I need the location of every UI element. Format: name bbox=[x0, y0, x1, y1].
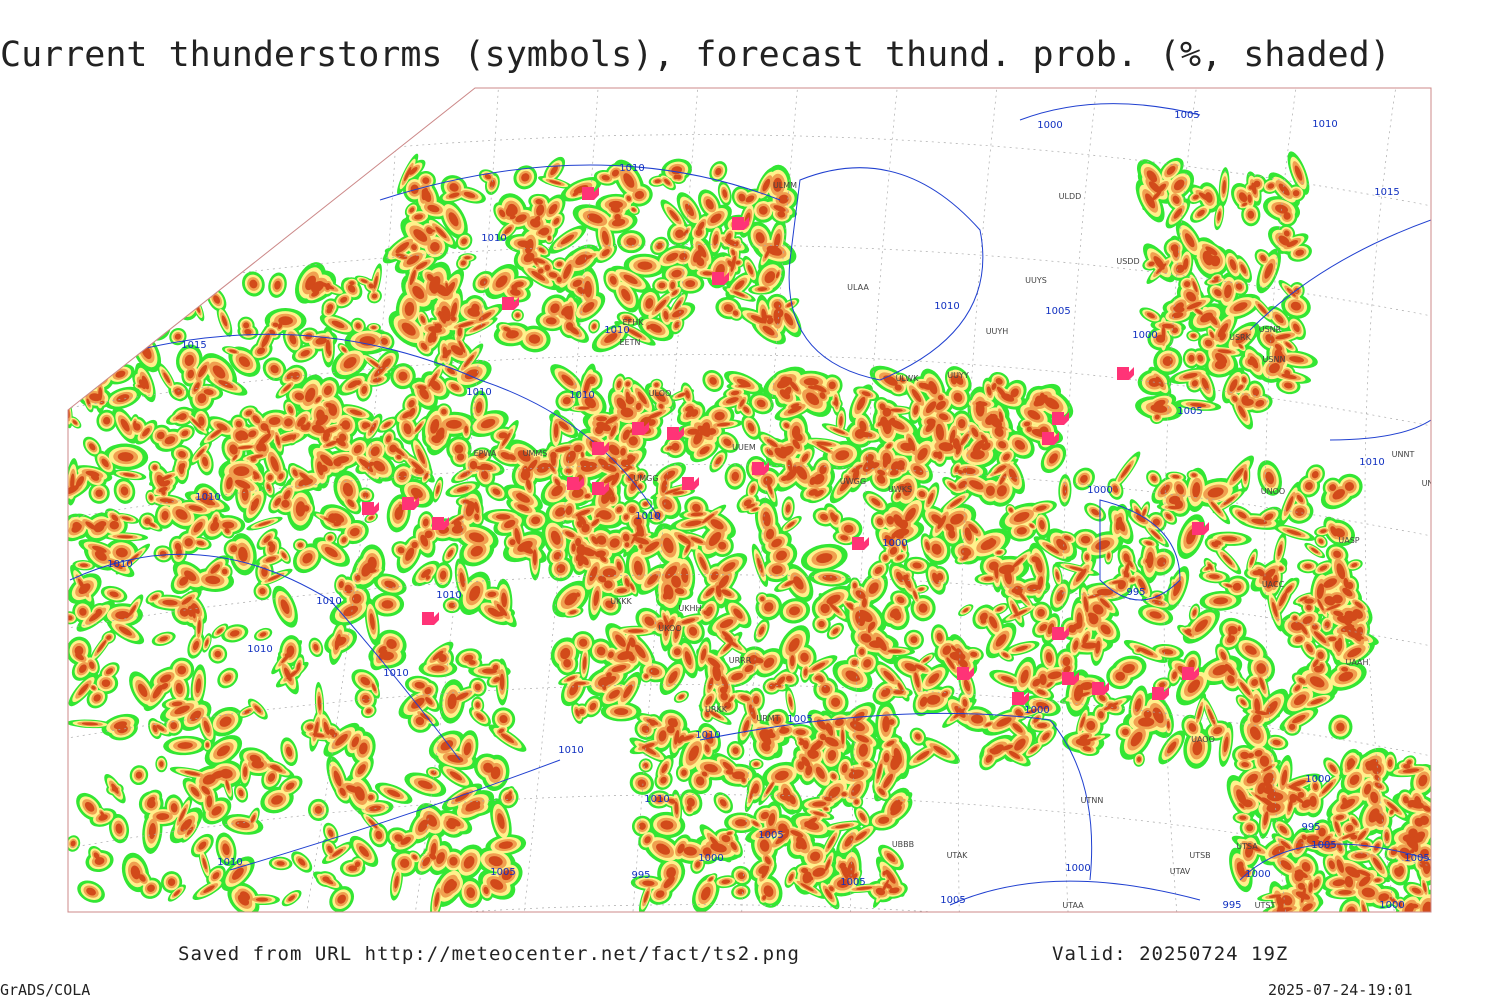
shade bbox=[122, 298, 160, 330]
shade bbox=[84, 310, 102, 331]
shade bbox=[112, 325, 143, 347]
shade bbox=[163, 278, 197, 293]
shade bbox=[142, 280, 155, 297]
title: Current thunderstorms (symbols), forecas… bbox=[0, 35, 1391, 75]
shade bbox=[127, 302, 156, 326]
shade bbox=[197, 280, 207, 305]
shade bbox=[165, 273, 184, 301]
shade bbox=[160, 263, 185, 303]
shade bbox=[101, 336, 113, 357]
shade bbox=[99, 273, 123, 296]
shade bbox=[198, 283, 206, 302]
shade bbox=[86, 312, 100, 328]
shade bbox=[151, 309, 172, 330]
shade bbox=[108, 340, 134, 366]
shade bbox=[94, 329, 112, 345]
shade bbox=[111, 343, 131, 362]
shade bbox=[116, 328, 139, 344]
shade bbox=[106, 275, 128, 296]
shade bbox=[102, 272, 132, 299]
shade bbox=[96, 331, 110, 343]
shade bbox=[158, 276, 202, 296]
shade bbox=[96, 270, 127, 300]
shade bbox=[89, 362, 101, 372]
shade bbox=[87, 360, 103, 374]
shade bbox=[99, 332, 114, 360]
shade bbox=[167, 277, 182, 298]
shade bbox=[154, 312, 170, 328]
shade bbox=[140, 277, 157, 299]
shade bbox=[163, 268, 182, 298]
